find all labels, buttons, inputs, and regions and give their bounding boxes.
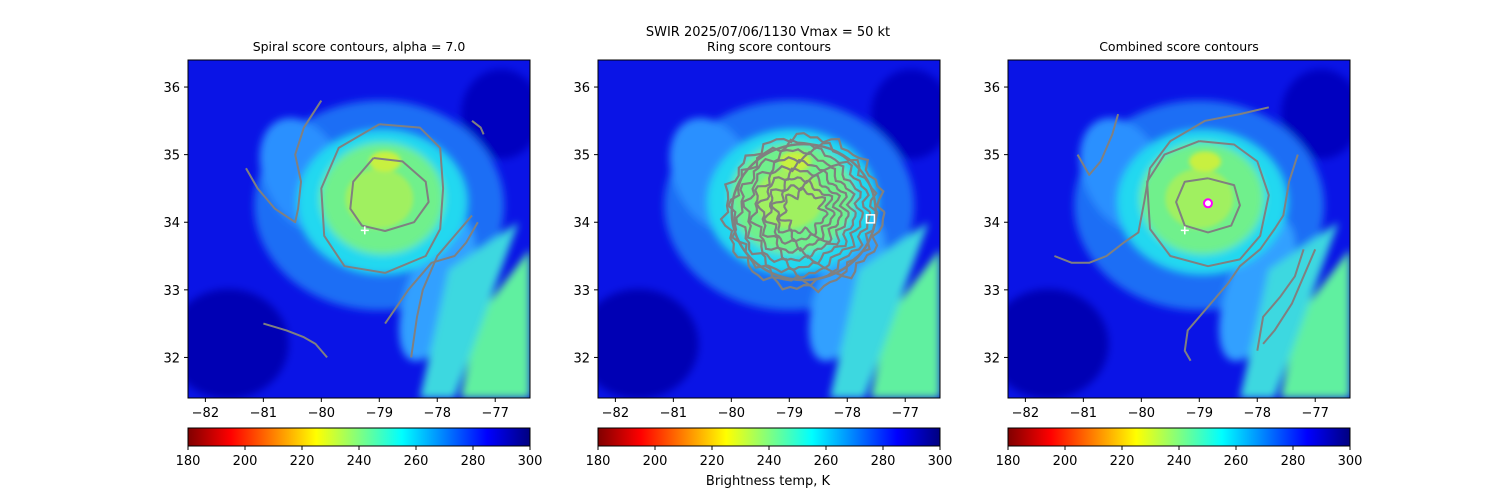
colorbar-tick-label: 220 — [700, 454, 725, 469]
center-marker — [1202, 198, 1213, 209]
x-tick-label: −79 — [776, 406, 803, 421]
x-tick-label: −79 — [366, 406, 393, 421]
colorbar-tick-label: 300 — [1338, 454, 1363, 469]
center-marker — [865, 214, 876, 224]
y-tick-label: 34 — [163, 216, 180, 231]
y-tick-label: 32 — [573, 351, 590, 366]
colorbar-label: Brightness temp, K — [706, 474, 831, 489]
colorbar-tick-label: 180 — [586, 454, 611, 469]
contour-line — [471, 120, 485, 135]
x-tick-label: −82 — [192, 406, 219, 421]
colorbar-tick-label: 300 — [518, 454, 543, 469]
contour-line — [1146, 140, 1270, 268]
contour-line — [263, 322, 328, 359]
contour-line — [245, 100, 323, 224]
y-tick-label: 33 — [983, 284, 1000, 299]
axes-frame — [597, 59, 941, 399]
y-tick-label: 32 — [983, 351, 1000, 366]
brightness-image — [598, 60, 940, 398]
contour-line — [1262, 248, 1317, 345]
x-tick-label: −81 — [660, 406, 687, 421]
y-tick-label: 33 — [163, 284, 180, 299]
y-tick-label: 35 — [573, 149, 590, 164]
contour-line — [1183, 154, 1299, 362]
colorbar-tick-label: 200 — [643, 454, 668, 469]
colorbar-tick-label: 180 — [996, 454, 1021, 469]
colorbar-tick-label: 180 — [176, 454, 201, 469]
x-tick-label: −81 — [250, 406, 277, 421]
colorbar-tick-label: 280 — [871, 454, 896, 469]
suptitle: SWIR 2025/07/06/1130 Vmax = 50 kt — [646, 25, 890, 40]
y-tick-label: 34 — [983, 216, 1000, 231]
colorbar-tick-label: 280 — [461, 454, 486, 469]
colorbar-tick-label: 220 — [1110, 454, 1135, 469]
contour-line — [410, 214, 473, 358]
y-tick-label: 32 — [163, 351, 180, 366]
contour-line — [384, 221, 479, 325]
axes-frame — [187, 59, 531, 399]
y-tick-label: 35 — [983, 149, 1000, 164]
contour-line — [1076, 113, 1120, 176]
y-tick-label: 35 — [163, 149, 180, 164]
colorbar-tick-label: 260 — [404, 454, 429, 469]
y-tick-label: 36 — [983, 81, 1000, 96]
colorbar — [1007, 427, 1351, 447]
x-tick-label: −77 — [892, 406, 919, 421]
y-tick-label: 33 — [573, 284, 590, 299]
contour-line — [320, 123, 445, 274]
panel-spiral: Spiral score contours, alpha = 7.0 −82 −81… — [163, 39, 542, 469]
x-tick-label: −79 — [1186, 406, 1213, 421]
colorbar-tick-label: 240 — [757, 454, 782, 469]
x-tick-label: −77 — [482, 406, 509, 421]
colorbar-tick-label: 260 — [1224, 454, 1249, 469]
x-tick-label: −80 — [718, 406, 745, 421]
panel-title: Ring score contours — [707, 39, 831, 54]
x-tick-label: −78 — [1244, 406, 1271, 421]
panel-title: Combined score contours — [1099, 39, 1259, 54]
panel-title: Spiral score contours, alpha = 7.0 — [253, 39, 466, 54]
colorbar — [597, 427, 941, 447]
ring-contours — [719, 131, 886, 294]
x-tick-label: −81 — [1070, 406, 1097, 421]
colorbar-tick-label: 200 — [233, 454, 258, 469]
y-tick-label: 36 — [573, 81, 590, 96]
contour-line — [1175, 177, 1241, 234]
x-tick-label: −78 — [834, 406, 861, 421]
x-tick-label: −82 — [1012, 406, 1039, 421]
contour-line — [349, 157, 430, 232]
x-tick-label: −80 — [1128, 406, 1155, 421]
colorbar-tick-label: 220 — [290, 454, 315, 469]
colorbar-tick-label: 240 — [347, 454, 372, 469]
colorbar-tick-label: 280 — [1281, 454, 1306, 469]
colorbar — [187, 427, 531, 447]
x-tick-label: −82 — [602, 406, 629, 421]
contour-line — [1054, 106, 1270, 264]
x-tick-label: −78 — [424, 406, 451, 421]
x-tick-label: −80 — [308, 406, 335, 421]
x-tick-label: −77 — [1302, 406, 1329, 421]
best-track-marker — [1180, 226, 1189, 235]
colorbar-tick-label: 300 — [928, 454, 953, 469]
contour-line — [1256, 248, 1305, 351]
axes-frame — [1007, 59, 1351, 399]
panel-combined: Combined score contours −82 −81 −80 −79 −78 −7… — [983, 39, 1362, 469]
y-tick-label: 34 — [573, 216, 590, 231]
colorbar-tick-label: 260 — [814, 454, 839, 469]
panel-ring: Ring score contours −82 −81 −80 −79 −78 −77 32 3… — [573, 39, 952, 469]
best-track-marker — [360, 226, 369, 235]
brightness-image — [188, 60, 530, 398]
colorbar-tick-label: 200 — [1053, 454, 1078, 469]
y-tick-label: 36 — [163, 81, 180, 96]
colorbar-tick-label: 240 — [1167, 454, 1192, 469]
brightness-image — [1008, 60, 1350, 398]
